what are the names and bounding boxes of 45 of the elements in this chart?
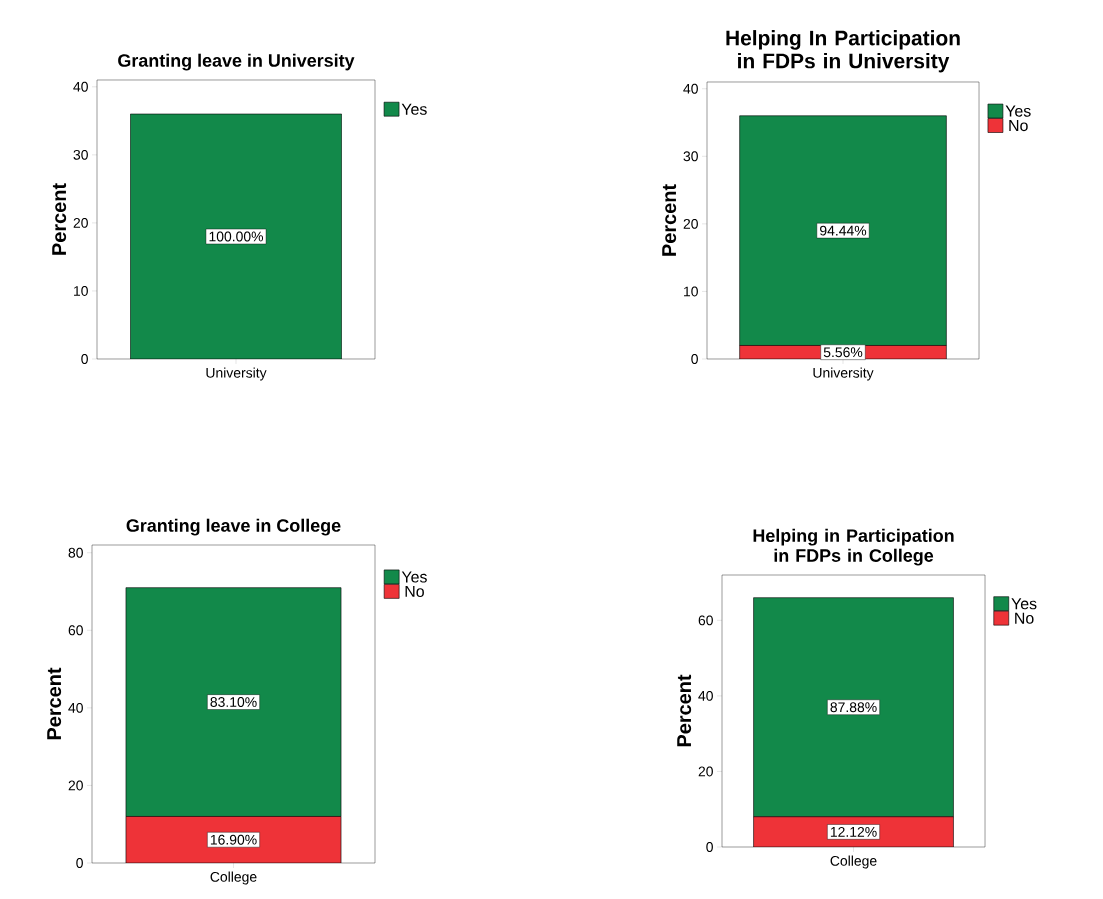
annotation: 83.10% [210,697,257,707]
y-axis-title: Percent [662,184,677,256]
legend-label: No [1015,612,1034,624]
y-tick-label: 20 [73,217,88,228]
x-tick-label: University [206,367,267,381]
x-tick-label: University [813,367,874,381]
y-tick-label: 20 [683,218,698,229]
annotation: 12.12% [830,826,877,837]
y-tick-label: 0 [76,858,83,868]
chart-title: Helping in Participation in FDPs in College [753,528,954,566]
x-tick-label: College [210,871,257,885]
chart-title: Granting leave in University [118,53,355,71]
annotation: 94.44% [820,225,867,236]
y-tick-label: 10 [74,286,88,296]
legend-label: Yes [1005,105,1031,117]
y-tick-label: 20 [698,766,713,777]
y-axis-title: Percent [52,183,67,255]
chart-title: Helping In Participation in FDPs in University [726,30,960,73]
y-tick-label: 40 [73,81,88,92]
annotation: 100.00% [209,231,264,242]
x-tick-label: College [830,855,877,869]
y-tick-label: 80 [68,547,83,558]
annotation: 16.90% [210,834,257,845]
legend-label: No [405,585,424,598]
y-tick-label: 0 [706,842,713,852]
y-tick-label: 20 [68,780,83,791]
y-tick-label: 40 [683,83,698,94]
text: Yes [401,103,427,115]
y-tick-label: 40 [698,690,713,701]
legend-label: Yes [401,571,427,583]
y-tick-label: 60 [68,625,83,636]
y-tick-label: 0 [691,354,698,364]
y-axis-title: Percent [677,674,692,747]
annotation: 87.88% [830,702,877,713]
y-axis-title: Percent [47,667,62,740]
legend-label: No [1009,120,1028,132]
y-tick-label: 0 [81,354,88,364]
chart-title: Granting leave in College [126,518,341,536]
y-tick-label: 60 [698,615,713,626]
legend-label: Yes [1011,598,1037,610]
annotation: 5.56% [823,347,863,358]
y-tick-label: 30 [683,151,698,162]
y-tick-label: 10 [684,286,698,297]
y-tick-label: 30 [73,149,88,160]
y-tick-label: 40 [68,702,83,713]
